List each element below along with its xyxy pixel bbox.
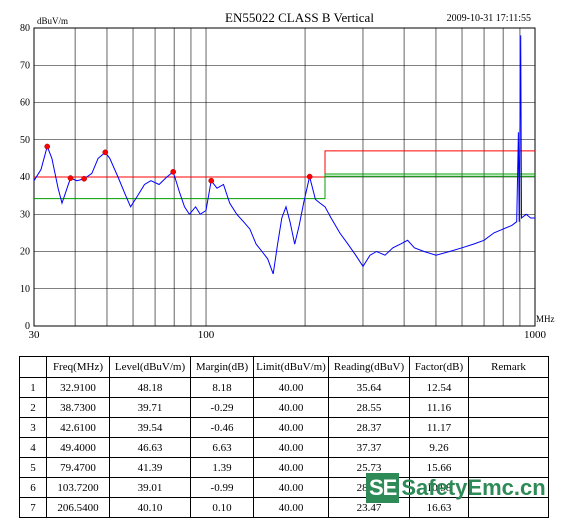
cell-limit: 40.00 [253,497,329,518]
table-row: 2 38.7300 39.71 -0.29 40.00 28.55 11.16 [19,397,549,418]
measurement-table: Freq(MHz) Level(dBuV/m) Margin(dB) Limit… [19,356,549,518]
y-tick-label: 80 [20,23,30,34]
col-reading: Reading(dBuV) [328,356,410,378]
cell-freq: 206.5400 [46,497,110,518]
cell-margin: -0.46 [190,417,254,438]
peak-marker [208,177,215,184]
limit-line [34,173,535,200]
cell-index: 2 [19,397,47,418]
x-axis-unit: MHz [536,314,555,324]
cell-limit: 40.00 [253,417,329,438]
cell-freq: 38.7300 [46,397,110,418]
peak-marker [102,149,109,156]
cell-margin: -0.99 [190,477,254,498]
cell-freq: 79.4700 [46,457,110,478]
chart-title: EN55022 CLASS B Vertical [225,10,374,25]
series-line [33,35,535,275]
cell-freq: 42.6100 [46,417,110,438]
table-row: 5 79.4700 41.39 1.39 40.00 25.73 15.66 [19,457,549,478]
cell-freq: 103.7200 [46,477,110,498]
limit-line [34,150,535,178]
cell-index: 7 [19,497,47,518]
cell-level: 46.63 [109,437,191,458]
cell-remark [468,397,549,418]
cell-index: 1 [19,377,47,398]
col-remark: Remark [468,356,549,378]
cell-level: 48.18 [109,377,191,398]
cell-level: 39.71 [109,397,191,418]
table-row: 3 42.6100 39.54 -0.46 40.00 28.37 11.17 [19,417,549,438]
x-tick-label: 30 [29,329,41,341]
y-tick-label: 70 [20,60,30,71]
col-limit: Limit(dBuV/m) [253,356,329,378]
y-tick-label: 60 [20,98,30,109]
emi-chart: 0 10 20 30 40 50 60 70 80 30 100 1000 EN55022 CLASS … [20,10,555,341]
cell-margin: -0.29 [190,397,254,418]
col-factor: Factor(dB) [409,356,469,378]
y-tick-label: 50 [20,135,30,146]
cell-limit: 40.00 [253,477,329,498]
peak-marker [170,168,177,175]
y-tick-label: 0 [25,321,30,332]
cell-factor: 11.17 [409,417,469,438]
cell-level: 39.54 [109,417,191,438]
y-tick-label: 40 [20,172,30,183]
cell-limit: 40.00 [253,377,329,398]
cell-reading: 28.55 [328,397,410,418]
y-tick-label: 30 [20,209,30,220]
table-header-row: Freq(MHz) Level(dBuV/m) Margin(dB) Limit… [19,356,549,378]
cell-margin: 6.63 [190,437,254,458]
cell-remark [468,437,549,458]
col-freq: Freq(MHz) [46,356,110,378]
x-tick-label: 100 [198,329,215,341]
cell-margin: 0.10 [190,497,254,518]
x-tick-label: 1000 [524,329,547,341]
table-row: 4 49.4000 46.63 6.63 40.00 37.37 9.26 [19,437,549,458]
cell-index: 6 [19,477,47,498]
cell-level: 39.01 [109,477,191,498]
cell-index: 5 [19,457,47,478]
y-tick-label: 20 [20,247,30,258]
y-tick-label: 10 [20,284,30,295]
peak-marker [67,175,74,181]
y-axis-unit: dBuV/m [37,16,68,26]
cell-factor: 11.16 [409,397,469,418]
peak-marker [81,175,87,182]
cell-reading: 35.64 [328,377,410,398]
cell-freq: 49.4000 [46,437,110,458]
cell-index: 3 [19,417,47,438]
cell-margin: 8.18 [190,377,254,398]
watermark-badge: SE [366,473,400,503]
col-index [19,356,47,378]
col-level: Level(dBuV/m) [109,356,191,378]
cell-level: 40.10 [109,497,191,518]
watermark-text: SafetyEmc.cn [401,475,546,500]
cell-reading: 28.37 [328,417,410,438]
cell-reading: 37.37 [328,437,410,458]
table-row: 1 32.9100 48.18 8.18 40.00 35.64 12.54 [19,377,549,398]
cell-limit: 40.00 [253,397,329,418]
cell-limit: 40.00 [253,457,329,478]
cell-factor: 12.54 [409,377,469,398]
col-margin: Margin(dB) [190,356,254,378]
cell-remark [468,377,549,398]
cell-factor: 9.26 [409,437,469,458]
peak-marker [44,143,51,150]
watermark: SE SafetyEmc.cn [366,473,546,503]
peak-marker [306,173,313,180]
cell-margin: 1.39 [190,457,254,478]
cell-remark [468,417,549,438]
cell-reading: 25.73 [328,457,410,478]
cell-index: 4 [19,437,47,458]
cell-freq: 32.9100 [46,377,110,398]
chart-timestamp: 2009-10-31 17:11:55 [447,13,531,24]
cell-limit: 40.00 [253,437,329,458]
cell-level: 41.39 [109,457,191,478]
